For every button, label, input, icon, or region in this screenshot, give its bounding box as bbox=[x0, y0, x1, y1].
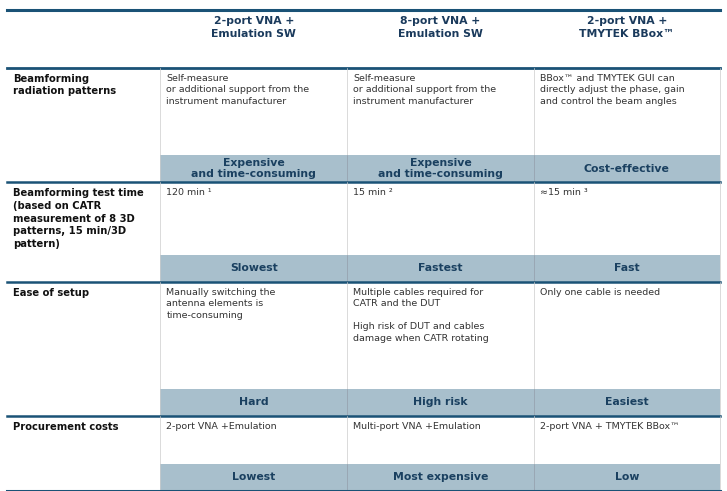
Text: Slowest: Slowest bbox=[230, 263, 278, 273]
Text: Expensive
and time-consuming: Expensive and time-consuming bbox=[378, 158, 503, 179]
Bar bbox=[7, 10, 720, 68]
Text: 8-port VNA +
Emulation SW: 8-port VNA + Emulation SW bbox=[398, 16, 483, 39]
Text: 120 min ¹: 120 min ¹ bbox=[166, 188, 212, 197]
Text: Manually switching the
antenna elements is
time-consuming: Manually switching the antenna elements … bbox=[166, 288, 276, 320]
Text: Multiple cables required for
CATR and the DUT

High risk of DUT and cables
damag: Multiple cables required for CATR and th… bbox=[353, 288, 489, 343]
Text: 2-port VNA + TMYTEK BBox™: 2-port VNA + TMYTEK BBox™ bbox=[539, 422, 679, 431]
Text: Procurement costs: Procurement costs bbox=[13, 422, 119, 432]
Text: Expensive
and time-consuming: Expensive and time-consuming bbox=[191, 158, 316, 179]
Text: Only one cable is needed: Only one cable is needed bbox=[539, 288, 659, 297]
Bar bbox=[161, 389, 720, 416]
Bar bbox=[161, 255, 720, 282]
Bar bbox=[7, 389, 161, 416]
Bar bbox=[161, 464, 720, 491]
Text: High risk: High risk bbox=[413, 397, 467, 408]
Text: Easiest: Easiest bbox=[605, 397, 648, 408]
Text: Cost-effective: Cost-effective bbox=[584, 164, 670, 174]
Text: 15 min ²: 15 min ² bbox=[353, 188, 393, 197]
Text: 2-port VNA +
Emulation SW: 2-port VNA + Emulation SW bbox=[212, 16, 296, 39]
Text: Multi-port VNA +Emulation: Multi-port VNA +Emulation bbox=[353, 422, 481, 431]
Bar bbox=[161, 155, 720, 182]
Text: Self-measure
or additional support from the
instrument manufacturer: Self-measure or additional support from … bbox=[166, 74, 310, 106]
Text: Self-measure
or additional support from the
instrument manufacturer: Self-measure or additional support from … bbox=[353, 74, 496, 106]
Text: ≈15 min ³: ≈15 min ³ bbox=[539, 188, 587, 197]
Text: Fast: Fast bbox=[614, 263, 640, 273]
Text: Low: Low bbox=[614, 472, 639, 483]
Bar bbox=[7, 416, 720, 464]
Bar bbox=[7, 255, 161, 282]
Text: Fastest: Fastest bbox=[418, 263, 462, 273]
Bar bbox=[7, 155, 161, 182]
Text: Hard: Hard bbox=[239, 397, 268, 408]
Bar bbox=[7, 464, 161, 491]
Bar bbox=[7, 68, 720, 155]
Bar bbox=[7, 282, 720, 389]
Text: Beamforming
radiation patterns: Beamforming radiation patterns bbox=[13, 74, 116, 96]
Bar bbox=[7, 182, 720, 255]
Text: 2-port VNA +Emulation: 2-port VNA +Emulation bbox=[166, 422, 277, 431]
Text: BBox™ and TMYTEK GUI can
directly adjust the phase, gain
and control the beam an: BBox™ and TMYTEK GUI can directly adjust… bbox=[539, 74, 684, 106]
Text: Lowest: Lowest bbox=[232, 472, 276, 483]
Text: 2-port VNA +
TMYTEK BBox™: 2-port VNA + TMYTEK BBox™ bbox=[579, 16, 674, 39]
Text: Beamforming test time
(based on CATR
measurement of 8 3D
patterns, 15 min/3D
pat: Beamforming test time (based on CATR mea… bbox=[13, 188, 144, 249]
Text: Ease of setup: Ease of setup bbox=[13, 288, 89, 298]
Text: Most expensive: Most expensive bbox=[393, 472, 488, 483]
